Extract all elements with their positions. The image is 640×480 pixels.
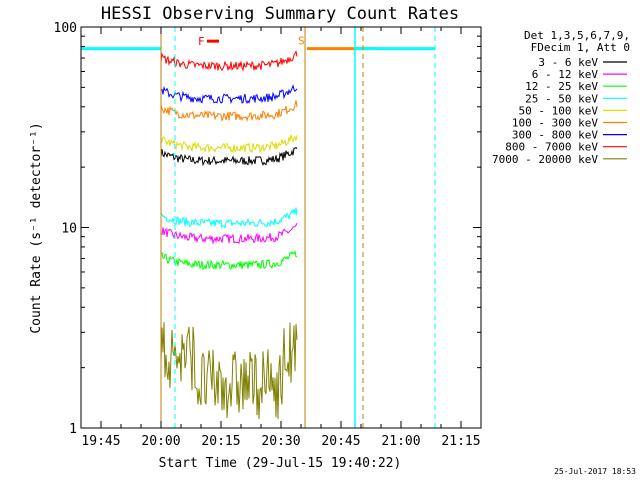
annotation-label-F: F (198, 35, 205, 48)
x-axis-label: Start Time (29-Jul-15 19:40:22) (159, 456, 402, 471)
legend-label-5: 50 - 100 keV (519, 104, 599, 117)
series-trace-9 (160, 322, 298, 420)
y-tick-label: 10 (61, 222, 77, 237)
legend-label-3: 12 - 25 keV (525, 80, 598, 93)
legend-label-7: 300 - 800 keV (512, 129, 598, 142)
series-9 (160, 322, 298, 420)
legend-label-2: 6 - 12 keV (532, 68, 599, 81)
plot-timestamp: 25-Jul-2017 18:53 (554, 467, 636, 476)
series-trace-2 (160, 222, 298, 245)
legend-label-4: 25 - 50 keV (525, 92, 598, 105)
x-tick-label: 20:45 (321, 434, 360, 449)
y-tick-label: 100 (54, 21, 77, 36)
series-trace-1 (160, 146, 298, 167)
x-tick-label: 20:00 (141, 434, 180, 449)
series-7 (160, 84, 298, 105)
y-axis-label: Count Rate (s⁻¹ detector⁻¹) (29, 122, 44, 333)
annotation-label-S: S (298, 35, 305, 48)
series-8 (160, 50, 298, 72)
series-1 (160, 146, 298, 167)
plot-frame (80, 26, 482, 429)
x-tick-label: 20:15 (201, 434, 240, 449)
series-3 (160, 249, 298, 271)
series-trace-8 (160, 50, 298, 72)
series-trace-3 (160, 249, 298, 271)
series-5 (160, 134, 298, 154)
series-trace-5 (160, 134, 298, 154)
chart-title: HESSI Observing Summary Count Rates (101, 4, 459, 24)
legend-label-9: 7000 - 20000 keV (492, 153, 598, 166)
series-trace-6 (160, 100, 298, 123)
series-trace-4 (160, 207, 298, 229)
y-tick-label: 1 (69, 422, 77, 437)
legend-header-line-1: Det 1,3,5,6,7,9, (524, 29, 630, 42)
x-tick-label: 19:45 (81, 434, 120, 449)
x-tick-label: 21:00 (381, 434, 420, 449)
series-2 (160, 222, 298, 245)
x-tick-label: 20:30 (261, 434, 300, 449)
x-tick-label: 21:15 (441, 434, 480, 449)
axes-layer: 19:45 20:00 20:15 20:30 20:45 21:00 21:15 1 10 10… (54, 21, 482, 449)
series-4 (160, 207, 298, 229)
legend-label-1: 3 - 6 keV (538, 56, 598, 69)
legend-label-8: 800 - 7000 keV (505, 141, 598, 154)
series-trace-7 (160, 84, 298, 105)
series-6 (160, 100, 298, 123)
legend-label-6: 100 - 300 keV (512, 117, 598, 130)
legend-header-line-2: FDecim 1, Att 0 (531, 41, 630, 54)
